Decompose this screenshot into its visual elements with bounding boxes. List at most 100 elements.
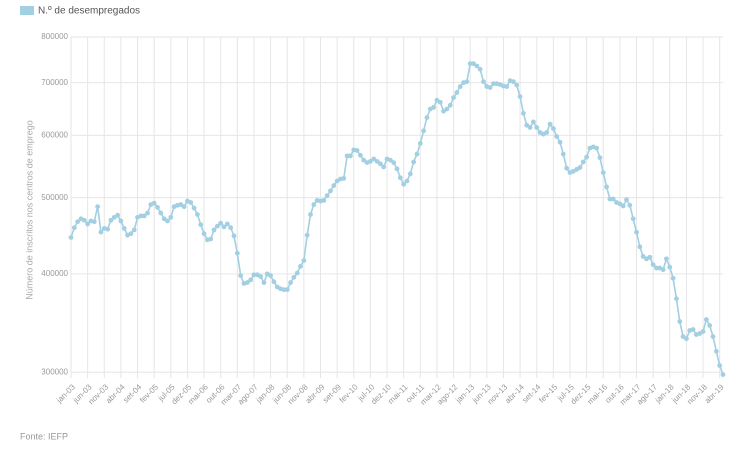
y-tick-label: 400000 — [41, 269, 68, 278]
point — [218, 220, 224, 226]
point — [341, 175, 347, 181]
point — [717, 363, 723, 368]
point — [667, 264, 673, 270]
point — [511, 79, 516, 85]
point — [391, 160, 397, 165]
point — [431, 105, 436, 110]
y-tick-label: 500000 — [41, 193, 68, 202]
point — [301, 258, 307, 263]
point — [564, 165, 570, 171]
y-axis-title: Número de inscritos nos centros de empre… — [24, 120, 34, 300]
point — [504, 84, 510, 89]
point — [544, 130, 550, 135]
point — [234, 250, 240, 256]
point — [521, 110, 526, 116]
point — [674, 296, 679, 302]
point — [371, 156, 377, 162]
point — [158, 210, 164, 216]
point — [304, 232, 310, 238]
point — [411, 159, 417, 165]
point — [670, 275, 676, 281]
point — [547, 121, 553, 127]
point — [407, 171, 413, 177]
point — [261, 280, 267, 285]
point — [348, 153, 353, 159]
point — [131, 227, 137, 233]
point — [647, 254, 653, 260]
point — [367, 158, 373, 164]
point — [660, 267, 666, 273]
point — [228, 225, 234, 231]
point — [447, 102, 453, 108]
point — [604, 184, 609, 190]
point — [597, 155, 603, 161]
point — [677, 319, 683, 324]
point — [168, 214, 174, 220]
point — [457, 84, 463, 89]
point — [165, 218, 170, 224]
point — [557, 139, 563, 145]
point — [481, 79, 486, 85]
point — [550, 126, 556, 131]
point — [471, 61, 476, 67]
point — [387, 157, 393, 163]
point — [221, 224, 227, 230]
point — [467, 61, 473, 67]
point — [195, 212, 200, 217]
point — [381, 164, 387, 170]
point — [308, 212, 313, 217]
point — [474, 63, 480, 69]
point — [624, 197, 629, 203]
point — [201, 231, 207, 237]
point — [640, 254, 646, 259]
point — [607, 196, 613, 202]
point — [354, 148, 360, 153]
legend-label[interactable]: N.º de desempregados — [38, 6, 140, 17]
point — [424, 115, 430, 120]
point — [238, 273, 244, 279]
point — [361, 157, 367, 163]
y-tick-label: 600000 — [41, 130, 68, 139]
point — [394, 166, 400, 172]
point — [188, 200, 194, 205]
point — [534, 125, 540, 130]
point — [627, 202, 633, 208]
point — [68, 235, 74, 240]
point — [530, 119, 536, 125]
point — [91, 219, 97, 225]
point — [527, 125, 533, 130]
point — [444, 106, 450, 112]
point — [288, 280, 293, 285]
point — [401, 181, 407, 187]
point — [284, 287, 290, 293]
point — [684, 336, 689, 342]
point — [211, 227, 217, 233]
point — [258, 274, 264, 279]
point — [151, 200, 157, 206]
point — [121, 225, 127, 231]
point — [244, 280, 250, 285]
point — [654, 265, 659, 271]
point — [491, 81, 496, 87]
point — [328, 188, 333, 194]
point — [720, 372, 726, 377]
point — [248, 277, 254, 283]
point — [128, 231, 134, 237]
source: Fonte: IEFP — [20, 431, 68, 441]
point — [710, 334, 716, 339]
point — [703, 317, 709, 322]
point — [700, 329, 706, 334]
point — [281, 287, 287, 293]
point — [331, 183, 337, 188]
point — [437, 99, 443, 105]
point — [324, 193, 330, 199]
point — [664, 256, 669, 262]
legend-swatch[interactable] — [20, 6, 34, 15]
point — [98, 229, 104, 235]
point — [251, 272, 257, 278]
point — [231, 233, 237, 239]
point — [477, 66, 483, 72]
point — [181, 204, 187, 210]
point — [311, 202, 317, 207]
y-tick-label: 800000 — [41, 32, 68, 41]
